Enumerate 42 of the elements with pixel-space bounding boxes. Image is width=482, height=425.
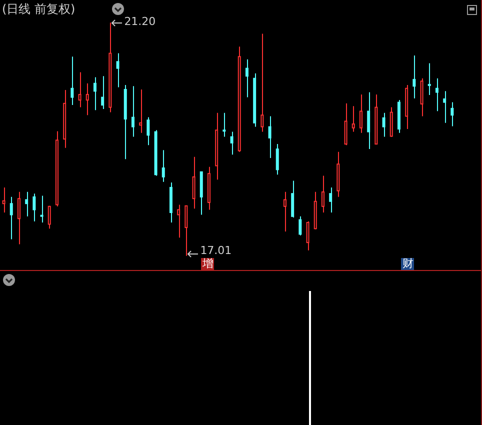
annotation: 17.01 xyxy=(200,244,232,257)
candlestick xyxy=(412,55,416,99)
candlestick xyxy=(405,84,408,130)
candlestick xyxy=(222,112,226,138)
candlestick xyxy=(192,156,196,210)
candlestick xyxy=(215,112,218,180)
candlestick xyxy=(443,90,446,124)
candlestick xyxy=(86,82,89,116)
text: 财 xyxy=(401,257,414,270)
candlestick xyxy=(428,62,431,96)
candlestick xyxy=(435,78,438,112)
candlestick xyxy=(283,191,286,232)
candlestick xyxy=(238,46,241,152)
candlestick xyxy=(367,92,370,150)
candlestick xyxy=(230,131,234,156)
candlestick xyxy=(169,182,172,224)
annotation: 21.20 xyxy=(124,14,156,28)
candlestick xyxy=(382,112,386,138)
candlestick xyxy=(329,186,332,214)
candlestick xyxy=(260,33,264,132)
candlestick xyxy=(25,191,28,217)
candlestick xyxy=(93,76,96,111)
candlestick xyxy=(108,22,112,113)
candlestick xyxy=(162,150,165,182)
candlestick xyxy=(450,102,454,127)
text: 增 xyxy=(201,257,214,270)
candlestick xyxy=(63,90,66,148)
candlestick xyxy=(116,52,120,88)
candlestick xyxy=(139,88,142,134)
candlestick xyxy=(359,94,362,134)
candlestick xyxy=(177,204,180,238)
candlestick xyxy=(32,193,36,222)
candlestick xyxy=(276,144,279,176)
candlestick xyxy=(336,151,340,198)
candlestick xyxy=(70,56,74,106)
candlestick xyxy=(131,86,134,138)
chart-title: (日线 前复权) xyxy=(2,1,76,18)
candlestick xyxy=(321,175,324,214)
candlestick xyxy=(390,106,393,137)
candlestick xyxy=(78,72,82,108)
candlestick xyxy=(268,116,272,158)
candlestick xyxy=(245,58,248,98)
